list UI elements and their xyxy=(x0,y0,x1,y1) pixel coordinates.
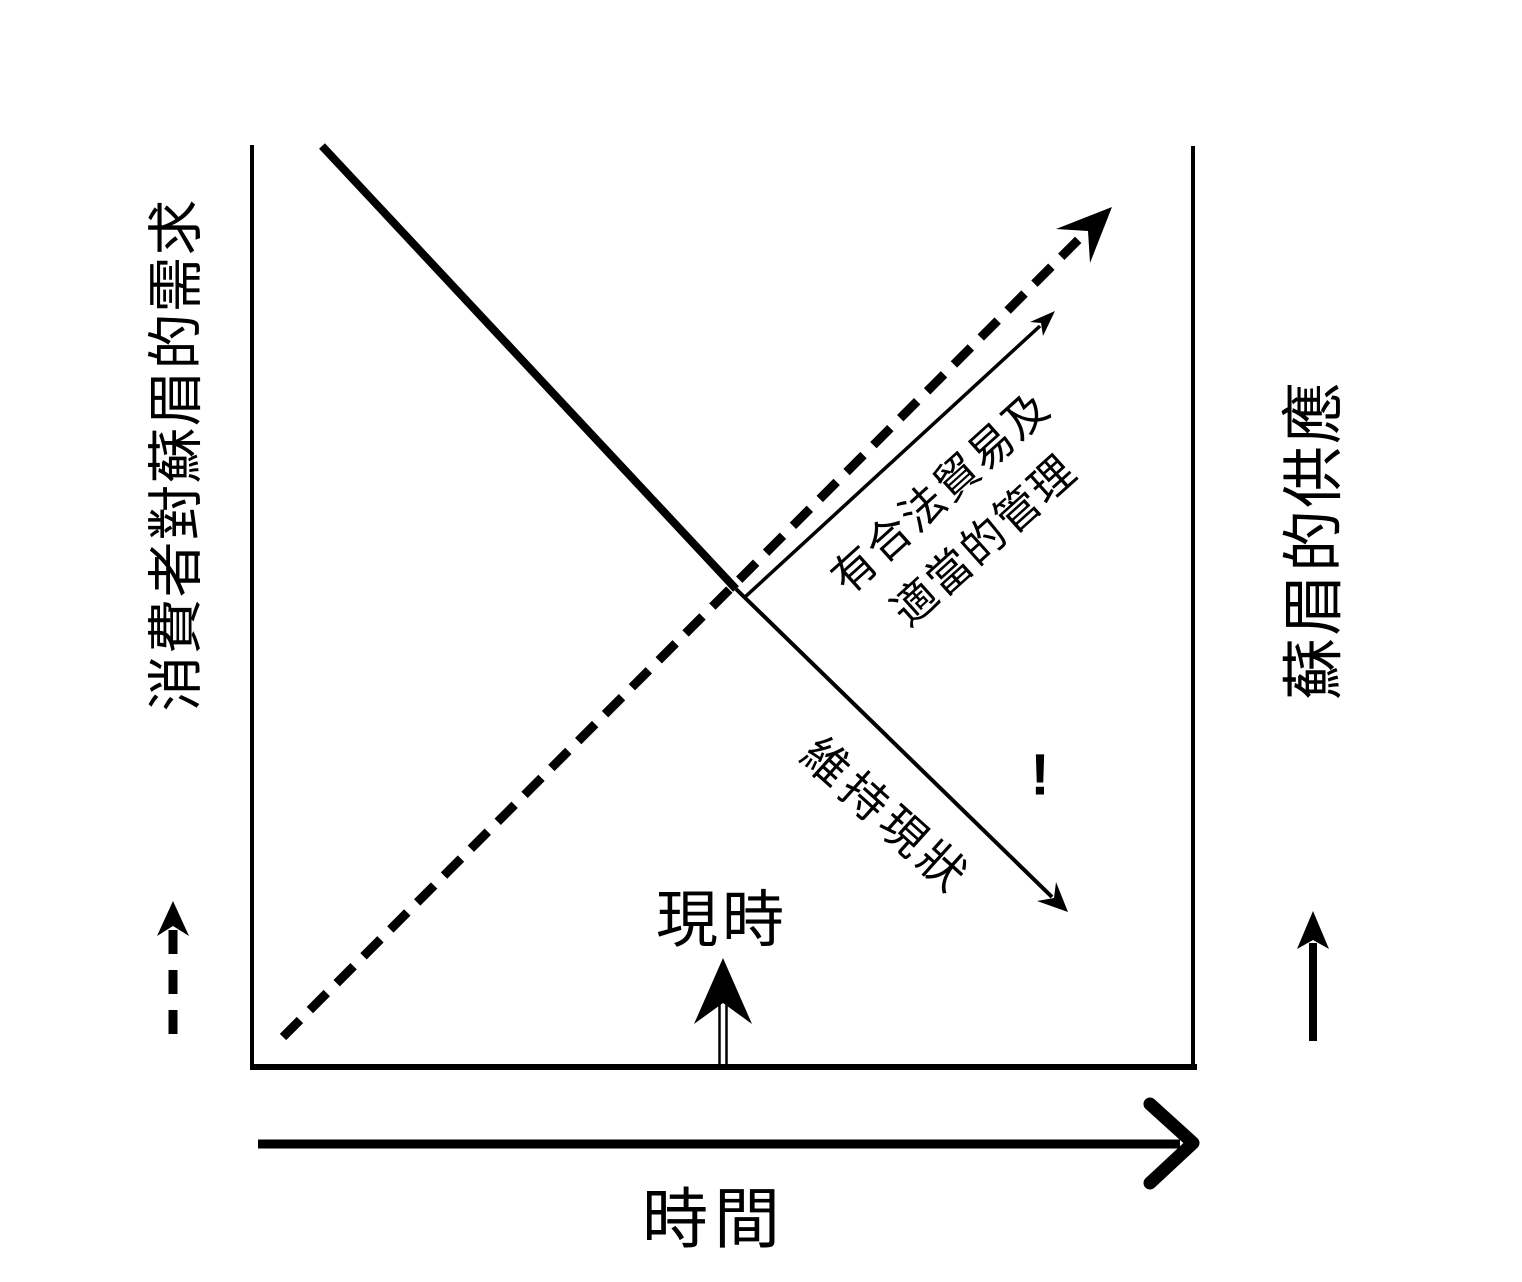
managed-supply-arrow xyxy=(743,324,1042,599)
now-marker-arrowhead-icon xyxy=(694,958,752,1024)
time-axis-label: 時間 xyxy=(642,1182,786,1256)
supply-legend-arrowhead-icon xyxy=(1297,911,1329,949)
managed-supply-arrowhead-icon xyxy=(1030,311,1055,336)
status-quo-arrowhead-icon xyxy=(1037,882,1068,912)
warning-exclamation: ! xyxy=(1030,742,1050,808)
status-quo-supply-arrow xyxy=(734,587,1054,899)
supply-line xyxy=(319,143,739,592)
now-label: 現時 xyxy=(655,886,789,955)
time-axis-arrowhead-icon xyxy=(1143,1097,1200,1190)
left-axis-label: 消費者對蘇眉的需求 xyxy=(144,198,208,712)
demand-legend-arrowhead-icon xyxy=(157,901,189,936)
demand-arrowhead-icon xyxy=(1056,207,1112,263)
right-axis-label: 蘇眉的供應 xyxy=(1280,379,1349,701)
